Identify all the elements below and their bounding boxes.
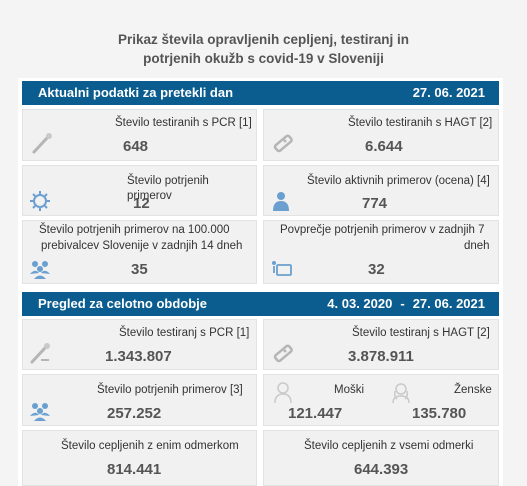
label-overall-vacc-one: Število cepljenih z enim odmerkom [61,440,239,452]
male-icon [272,381,294,403]
value-overall-hagt: 3.878.911 [348,348,414,365]
card-daily-active: Število aktivnih primerov (ocena) [4] 77… [263,165,499,216]
card-daily-per100k: Število potrjenih primerov na 100.000 pr… [22,220,257,284]
label-overall-male: Moški [334,384,365,396]
label-daily-per100k-line2: prebivalcev Slovenije v zadnjih 14 dneh [41,240,243,252]
virus-icon [29,190,51,212]
label-overall-vacc-all: Število cepljenih z vsemi odmerki [304,440,474,452]
swab-icon [29,342,51,364]
value-daily-per100k: 35 [131,261,148,278]
overall-date-from: 4. 03. 2020 [327,296,393,311]
rapid-test-icon [272,342,294,364]
label-daily-avg7-line1: Povprečje potrjenih primerov v zadnjih 7 [280,224,485,236]
label-daily-confirmed: Število potrjenih primerov [127,175,209,202]
overall-header: Pregled za celotno obdobje 4. 03. 2020 -… [18,289,503,316]
overall-header-date-range: 4. 03. 2020 - 27. 06. 2021 [327,292,485,316]
label-daily-per100k-line1: Število potrjenih primerov na 100.000 [39,224,230,236]
overall-date-to: 27. 06. 2021 [412,296,485,311]
value-overall-vacc-one: 814.441 [107,461,162,478]
page-title-line1: Prikaz števila opravljenih cepljenj, tes… [117,32,410,47]
daily-header-title: Aktualni podatki za pretekli dan [38,85,234,100]
page-title: Prikaz števila opravljenih cepljenj, tes… [0,30,527,68]
value-overall-vacc-all: 644.393 [354,461,409,478]
label-daily-active: Število aktivnih primerov (ocena) [4] [307,175,490,187]
card-overall-pcr: Število testiranj s PCR [1] 1.343.807 [22,319,257,370]
card-overall-vacc-one: Število cepljenih z enim odmerkom 814.44… [22,430,257,486]
map-icon [270,257,292,279]
value-daily-pcr: 648 [123,138,149,155]
page-title-line2: potrjenih okužb s covid-19 v Sloveniji [143,51,384,66]
value-overall-male: 121.447 [288,405,343,422]
card-overall-hagt: Število testiranj s HAGT [2] 3.878.911 [263,319,499,370]
card-daily-hagt: Število testiranih s HAGT [2] 6.644 [263,109,499,161]
person-icon [270,190,292,212]
rapid-test-icon [272,132,294,154]
daily-header: Aktualni podatki za pretekli dan 27. 06.… [18,78,503,105]
overall-header-title: Pregled za celotno obdobje [38,296,208,311]
card-daily-confirmed: Število potrjenih primerov 12 [22,165,257,216]
people-group-icon [29,257,51,279]
card-daily-pcr: Število testiranih s PCR [1] 648 [22,109,257,161]
value-daily-avg7: 32 [368,261,385,278]
daily-panel: Aktualni podatki za pretekli dan 27. 06.… [18,78,503,290]
card-overall-vacc-all: Število cepljenih z vsemi odmerki 644.39… [263,430,499,486]
swab-icon [31,132,53,154]
overall-date-separator: - [400,296,405,311]
daily-header-date: 27. 06. 2021 [412,85,485,100]
label-overall-hagt: Število testiranj s HAGT [2] [352,327,490,339]
label-daily-pcr: Število testiranih s PCR [1] [115,117,252,129]
label-overall-confirmed: Število potrjenih primerov [3] [97,384,243,396]
female-icon [390,381,412,403]
card-daily-avg7: Povprečje potrjenih primerov v zadnjih 7… [263,220,499,284]
value-overall-pcr: 1.343.807 [105,348,172,365]
value-overall-confirmed: 257.252 [107,405,162,422]
overall-panel: Pregled za celotno obdobje 4. 03. 2020 -… [18,289,503,486]
people-group-icon [29,399,51,421]
value-daily-active: 774 [362,195,388,212]
label-overall-pcr: Število testiranj s PCR [1] [119,327,250,339]
card-overall-gender: Moški 121.447 Ženske 135.780 [263,374,499,426]
label-overall-female: Ženske [454,384,492,396]
value-daily-hagt: 6.644 [365,138,403,155]
value-daily-confirmed: 12 [133,195,150,212]
label-daily-hagt: Število testiranih s HAGT [2] [348,117,493,129]
value-overall-female: 135.780 [412,405,467,422]
label-daily-avg7-line2: dneh [464,240,490,252]
card-overall-confirmed: Število potrjenih primerov [3] 257.252 [22,374,257,426]
